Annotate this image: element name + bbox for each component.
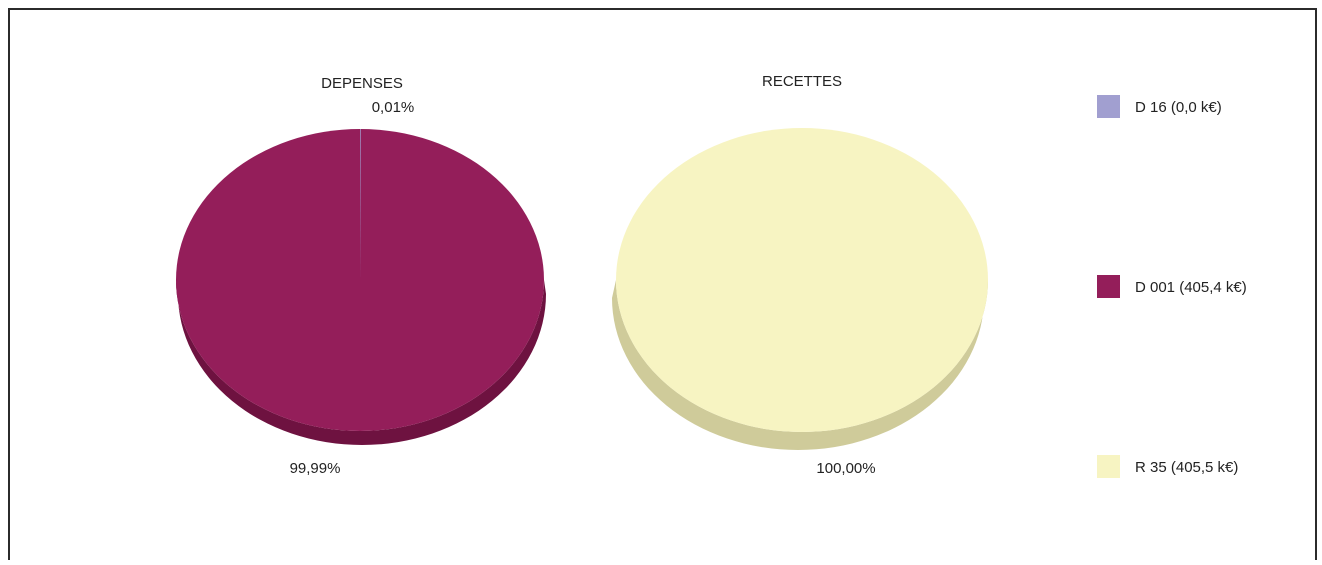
pie-depenses-label-d16: 0,01% — [372, 99, 415, 116]
pie-depenses: DEPENSES 0,01% 99,99% — [176, 75, 546, 477]
pie-depenses-label-d001: 99,99% — [290, 460, 341, 477]
pie-recettes-slice-r35 — [616, 128, 988, 432]
legend-label-d16: D 16 (0,0 k€) — [1135, 99, 1222, 116]
pie-depenses-slice-d16 — [360, 129, 361, 280]
legend-label-r35: R 35 (405,5 k€) — [1135, 459, 1238, 476]
pie-depenses-title: DEPENSES — [321, 75, 403, 92]
pie-recettes: RECETTES 100,00% — [612, 73, 988, 477]
legend-label-d001: D 001 (405,4 k€) — [1135, 279, 1247, 296]
legend-swatch-d16 — [1097, 95, 1120, 118]
legend-swatch-d001 — [1097, 275, 1120, 298]
pie-recettes-label-r35: 100,00% — [816, 460, 875, 477]
legend-swatch-r35 — [1097, 455, 1120, 478]
pie-recettes-title: RECETTES — [762, 73, 842, 90]
legend: D 16 (0,0 k€) D 001 (405,4 k€) R 35 (405… — [1097, 95, 1247, 478]
